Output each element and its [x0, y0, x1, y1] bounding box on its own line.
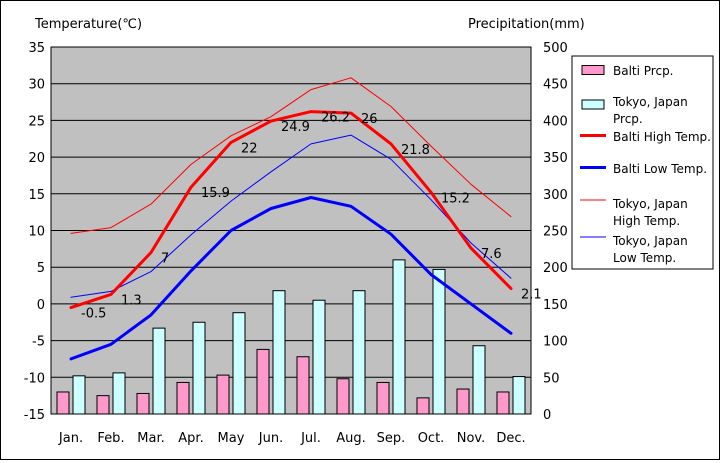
y-left-tick-label: 10: [28, 225, 45, 240]
bar-balti-prcp: [376, 381, 390, 415]
y-right-tick-label: 500: [543, 41, 568, 56]
data-label: 26: [361, 112, 378, 127]
line-balti-high: [69, 110, 513, 310]
legend-label: Prcp.: [613, 112, 643, 126]
bar-balti-prcp: [56, 391, 70, 415]
y-right-tick-label: 200: [543, 261, 568, 276]
bar-balti-prcp: [96, 395, 110, 415]
x-tick-label: May: [218, 431, 245, 446]
x-tick-label: Aug.: [336, 431, 366, 446]
y-right-tick-label: 450: [543, 78, 568, 93]
bar-balti-prcp: [496, 391, 510, 415]
y-right-axis-title: Precipitation(mm): [468, 17, 585, 32]
y-right-tick-label: 0: [543, 408, 551, 423]
bar-tokyo-prcp: [72, 375, 86, 415]
y-right-tick-label: 300: [543, 188, 568, 203]
bar-balti-prcp: [176, 381, 190, 415]
data-label: 15.9: [201, 186, 230, 201]
bar-tokyo-prcp: [352, 290, 366, 415]
y-left-tick-label: 30: [28, 78, 45, 93]
bar-tokyo-prcp: [152, 327, 166, 415]
bar-tokyo-prcp: [472, 345, 486, 415]
bar-tokyo-prcp: [192, 321, 206, 415]
x-tick-label: Oct.: [418, 431, 445, 446]
data-label: 7.6: [481, 247, 502, 262]
data-label: 22: [241, 141, 258, 156]
legend-label: Tokyo, Japan: [612, 234, 688, 248]
x-tick-label: Mar.: [137, 431, 164, 446]
legend-label: High Temp.: [613, 214, 680, 228]
bar-balti-prcp: [256, 348, 270, 415]
bar-tokyo-prcp: [112, 372, 126, 415]
x-tick-label: Jan.: [58, 431, 83, 446]
y-right-tick-label: 150: [543, 298, 568, 313]
x-tick-label: Dec.: [496, 431, 525, 446]
y-left-tick-label: 25: [28, 114, 45, 129]
x-tick-label: Apr.: [178, 431, 203, 446]
legend-label: Balti Low Temp.: [613, 162, 707, 176]
x-tick-label: Sep.: [377, 431, 406, 446]
x-tick-label: Feb.: [97, 431, 124, 446]
bar-tokyo-prcp: [432, 268, 446, 415]
data-label: -0.5: [81, 307, 106, 322]
y-left-axis-title: Temperature(℃): [34, 17, 142, 32]
data-label: 24.9: [281, 120, 310, 135]
data-label: 26.2: [321, 111, 350, 126]
bar-balti-prcp: [216, 374, 230, 415]
data-label: 1.3: [121, 293, 142, 308]
x-tick-label: Jul.: [300, 431, 321, 446]
legend-box: [571, 55, 714, 270]
bar-tokyo-prcp: [232, 312, 246, 415]
data-label: 15.2: [441, 191, 470, 206]
y-left-tick-label: -15: [24, 408, 45, 423]
y-left-tick-label: 20: [28, 151, 45, 166]
legend-label: Tokyo, Japan: [612, 95, 688, 109]
legend-label: Tokyo, Japan: [612, 197, 688, 211]
y-right-tick-label: 400: [543, 114, 568, 129]
data-label: 21.8: [401, 143, 430, 158]
y-left-tick-label: -10: [24, 371, 45, 386]
legend-label: Low Temp.: [613, 251, 676, 265]
x-tick-label: Nov.: [457, 431, 486, 446]
data-label: 7: [161, 252, 169, 267]
line-balti-low: [69, 196, 513, 361]
bar-tokyo-prcp: [392, 259, 406, 415]
legend: Balti Prcp. Tokyo, Japan Prcp. Balti High T…: [571, 55, 714, 270]
y-left-tick-label: 35: [28, 41, 45, 56]
legend-label: Balti Prcp.: [613, 64, 674, 78]
bar-balti-prcp: [456, 388, 470, 415]
bar-tokyo-prcp: [512, 376, 526, 415]
line-tokyo-high: [70, 77, 512, 234]
bar-tokyo-prcp: [272, 290, 286, 415]
y-right-tick-label: 350: [543, 151, 568, 166]
legend-label: Balti High Temp.: [613, 130, 711, 144]
data-label: 2.1: [521, 287, 542, 302]
bar-balti-prcp: [136, 392, 150, 415]
y-left-tick-label: 5: [37, 261, 45, 276]
x-tick-label: Jun.: [258, 431, 283, 446]
legend-swatch: [581, 65, 605, 75]
y-right-tick-label: 250: [543, 225, 568, 240]
y-left-tick-label: 0: [37, 298, 45, 313]
y-left-tick-label: 15: [28, 188, 45, 203]
bar-balti-prcp: [416, 397, 430, 415]
plot-border: [50, 46, 532, 415]
y-right-tick-label: 100: [543, 335, 568, 350]
bar-balti-prcp: [296, 356, 310, 415]
legend-swatch: [581, 99, 605, 110]
bar-tokyo-prcp: [312, 299, 326, 415]
line-tokyo-low: [70, 134, 512, 298]
y-right-tick-label: 50: [543, 371, 560, 386]
bar-balti-prcp: [336, 378, 350, 415]
y-left-tick-label: -5: [32, 335, 45, 350]
